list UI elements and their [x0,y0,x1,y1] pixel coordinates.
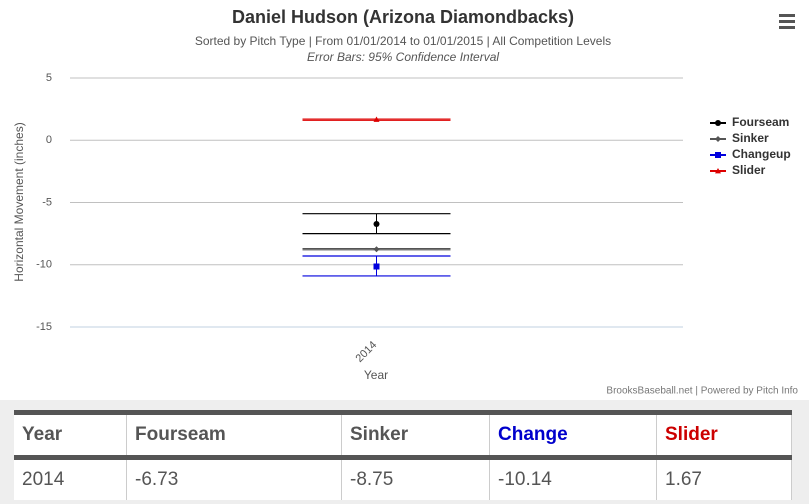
y-tick-label: -10 [36,259,52,271]
chart-subtitle: Sorted by Pitch Type | From 01/01/2014 t… [195,34,611,48]
x-axis-label: Year [364,368,388,382]
header-cell: Slider [656,412,792,460]
table-row: 2014 -6.73 -8.75 -10.14 1.67 [14,457,792,500]
point [373,221,380,228]
header-cell: Change [489,412,657,460]
table-cell: 1.67 [656,457,792,500]
point [373,263,380,270]
table-cell: 2014 [14,457,127,500]
legend-marker [715,120,721,126]
table-cell: -8.75 [341,457,490,500]
chart: Daniel Hudson (Arizona Diamondbacks) Sor… [0,0,809,400]
legend-label: Changeup [732,147,791,161]
header-cell: Sinker [341,412,490,460]
credit: BrooksBaseball.net | Powered by Pitch In… [606,386,798,397]
legend-label: Sinker [732,131,769,145]
legend-label: Slider [732,163,766,177]
data-table: Year Fourseam Sinker Change Slider 2014 -6.73-… [14,410,792,500]
legend-marker [715,152,721,158]
y-tick-label: -15 [36,321,52,333]
header-cell: Year [14,412,127,460]
legend-marker [715,168,721,174]
point [373,116,380,122]
table-cell: -10.14 [489,457,657,500]
y-tick-label: 0 [46,134,52,146]
header-cell: Fourseam [126,412,342,460]
table-cell: -6.73 [126,457,342,500]
menu-bar [779,14,795,17]
menu-button[interactable] [779,14,795,29]
menu-bar [779,20,795,23]
legend-label: Fourseam [732,115,789,129]
x-tick-label: 2014 [354,339,380,365]
chart-note: Error Bars: 95% Confidence Interval [307,50,499,64]
point [373,246,380,253]
legend-marker [715,136,721,142]
chart-title: Daniel Hudson (Arizona Diamondbacks) [232,7,574,27]
y-tick-label: -5 [42,196,52,208]
menu-bar [779,26,795,29]
y-axis-label: Horizontal Movement (inches) [12,122,26,281]
y-tick-label: 5 [46,72,52,84]
